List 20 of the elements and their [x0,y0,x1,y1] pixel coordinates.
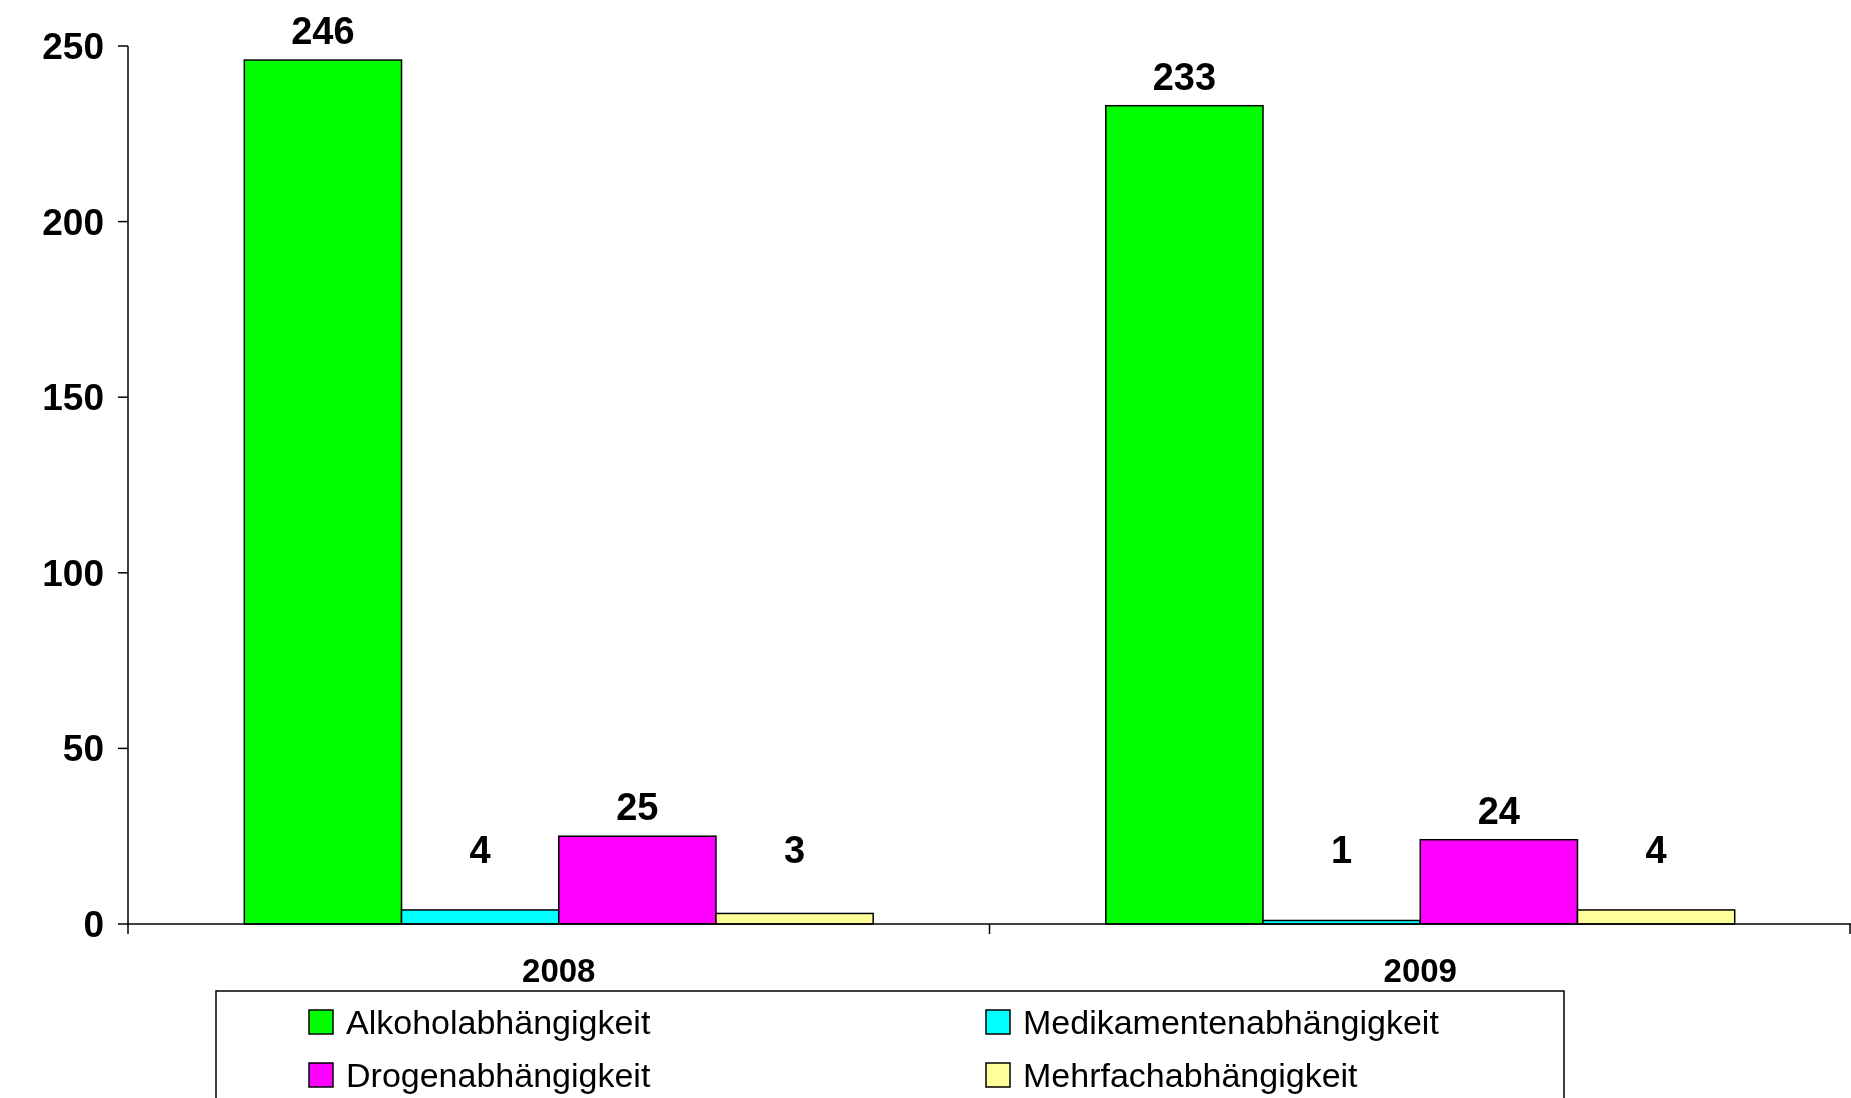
data-label: 4 [469,829,491,871]
data-label: 233 [1152,55,1217,98]
y-tick-label: 100 [42,552,104,594]
x-tick-label: 2008 [522,952,596,989]
y-tick-label: 200 [42,201,104,243]
data-label: 3 [784,829,806,871]
legend-label: Mehrfachabhängigkeit [1023,1055,1359,1094]
data-label: 1 [1331,829,1353,871]
data-label: 25 [616,786,659,829]
legend-label: Medikamentenabhängigkeit [1023,1002,1440,1041]
legend-label: Drogenabhängigkeit [346,1055,651,1094]
data-label: 246 [291,10,355,53]
y-tick-label: 150 [42,377,104,419]
data-label: 24 [1477,789,1520,832]
x-tick-label: 2009 [1383,952,1457,989]
y-tick-label: 50 [62,728,104,770]
y-tick-label: 250 [42,25,104,67]
legend-label: Alkoholabhängigkeit [346,1002,651,1041]
data-label: 4 [1645,829,1667,871]
y-tick-label: 0 [83,903,104,945]
